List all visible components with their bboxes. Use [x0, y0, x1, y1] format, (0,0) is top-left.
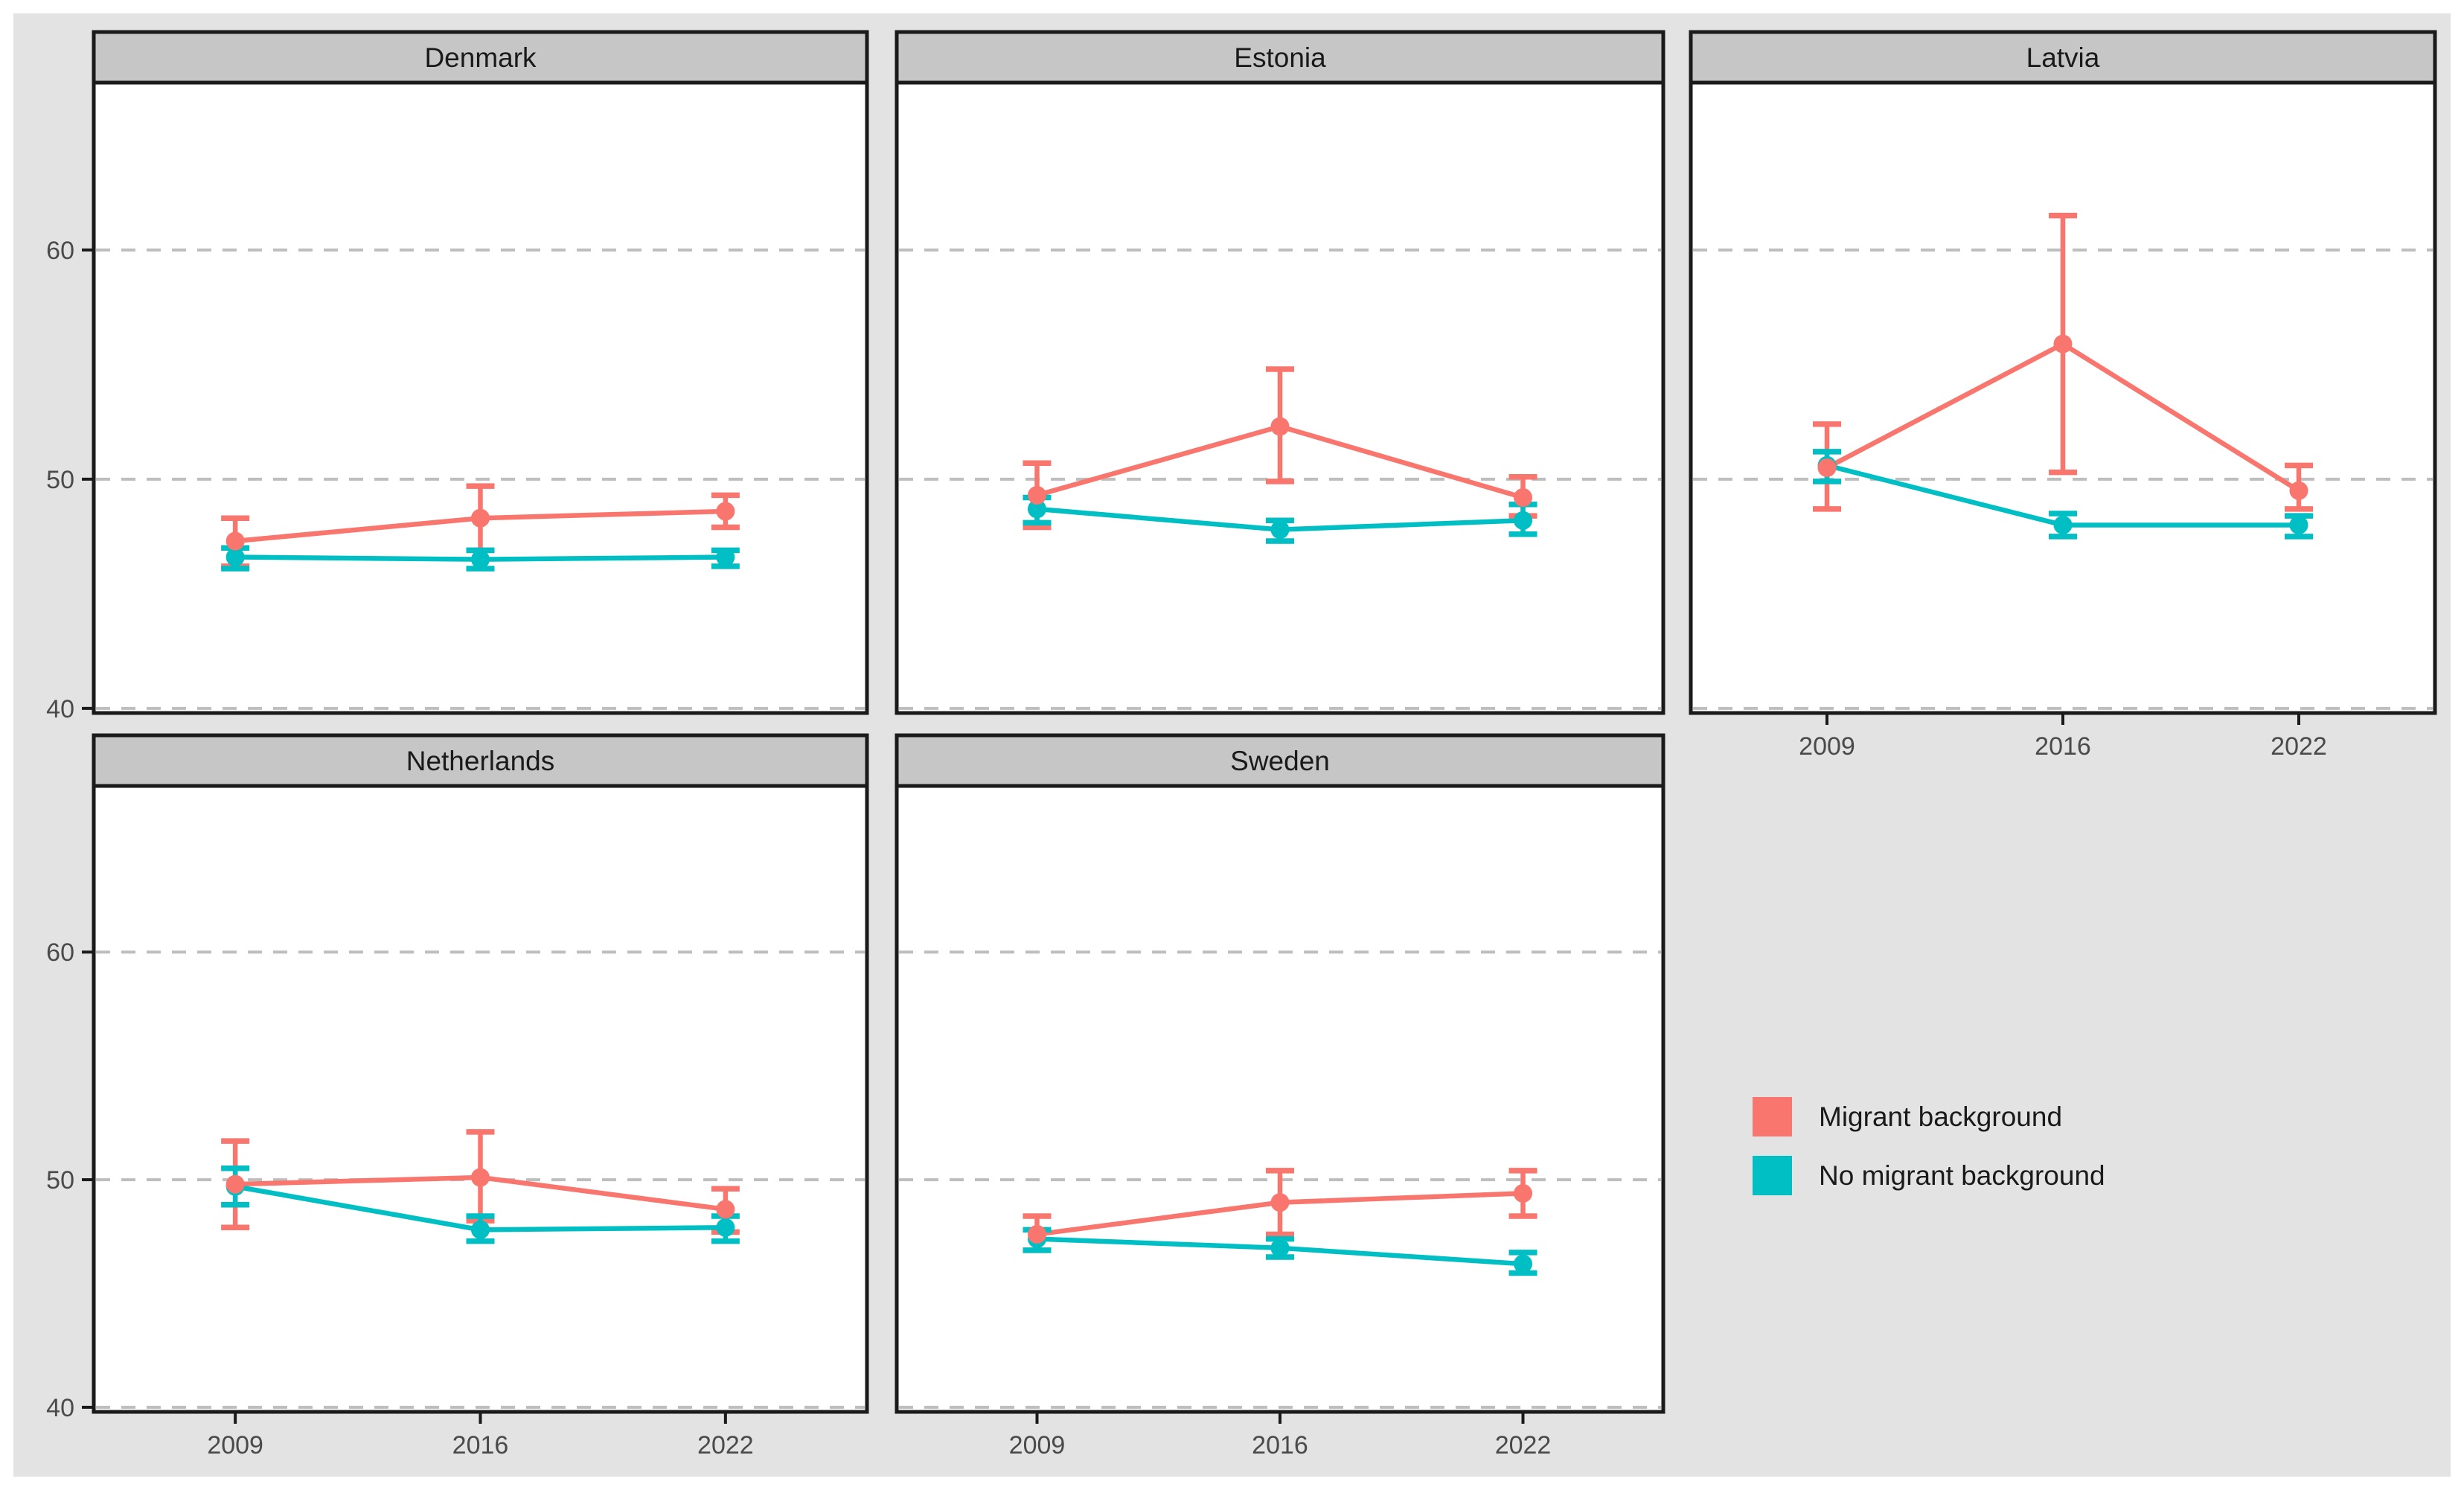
y-tick-label: 50 — [46, 466, 74, 494]
facet-estonia: Estonia — [895, 30, 1665, 715]
y-tick-label: 60 — [46, 237, 74, 265]
data-point-migrant — [471, 1168, 490, 1187]
data-point-migrant — [1027, 485, 1046, 505]
panel-netherlands — [94, 786, 867, 1412]
x-tick-label: 2009 — [1009, 1431, 1066, 1459]
facet-title-netherlands: Netherlands — [406, 746, 555, 776]
data-point-no-migrant — [1270, 520, 1290, 540]
data-point-no-migrant — [1514, 511, 1533, 530]
x-tick-label: 2009 — [207, 1431, 263, 1459]
facet-latvia: Latvia 2009 2016 2022 — [1689, 30, 2437, 761]
y-tick-label: 40 — [46, 695, 74, 723]
data-point-no-migrant — [1514, 1254, 1533, 1273]
y-tick-label: 40 — [46, 1394, 74, 1422]
data-point-migrant — [716, 502, 735, 521]
facet-strip-netherlands — [92, 733, 869, 788]
facet-strip-sweden — [895, 733, 1665, 788]
data-point-migrant — [1270, 417, 1290, 436]
x-tick-label: 2016 — [452, 1431, 509, 1459]
data-point-migrant — [2289, 481, 2308, 500]
legend: Migrant background No migrant background — [1753, 1097, 2105, 1215]
data-point-migrant — [1270, 1193, 1290, 1212]
facet-sweden: Sweden 2009 2016 2022 — [895, 733, 1665, 1459]
facet-strip-denmark — [92, 30, 869, 85]
y-tick-label: 50 — [46, 1166, 74, 1195]
x-tick-label: 2016 — [2035, 732, 2091, 761]
data-point-no-migrant — [716, 548, 735, 567]
y-tick-label: 60 — [46, 939, 74, 967]
panel-denmark — [94, 83, 867, 713]
data-point-migrant — [471, 508, 490, 528]
data-point-migrant — [2053, 334, 2073, 354]
data-point-migrant — [1027, 1224, 1046, 1244]
panel-sweden — [897, 786, 1663, 1412]
data-point-no-migrant — [2289, 515, 2308, 534]
x-tick-label: 2022 — [697, 1431, 754, 1459]
data-point-migrant — [1514, 1183, 1533, 1203]
data-point-no-migrant — [471, 550, 490, 569]
data-point-migrant — [225, 531, 245, 551]
facet-title-denmark: Denmark — [424, 42, 537, 73]
data-point-migrant — [225, 1174, 245, 1194]
facet-title-sweden: Sweden — [1230, 746, 1330, 776]
facet-title-estonia: Estonia — [1234, 42, 1326, 73]
x-tick-label: 2009 — [1799, 732, 1855, 761]
legend-label: No migrant background — [1819, 1160, 2105, 1191]
legend-swatch-no-migrant — [1753, 1156, 1792, 1195]
facet-title-latvia: Latvia — [2026, 42, 2100, 73]
data-point-no-migrant — [1270, 1238, 1290, 1258]
x-tick-label: 2022 — [2271, 732, 2327, 761]
panel-border — [895, 80, 1665, 715]
facet-netherlands: Netherlands 40 50 60 2009 2016 2022 — [46, 733, 869, 1459]
data-point-no-migrant — [716, 1218, 735, 1237]
facet-strip-latvia — [1689, 30, 2437, 85]
x-tick-label: 2016 — [1252, 1431, 1308, 1459]
data-point-no-migrant — [1027, 499, 1046, 519]
data-point-no-migrant — [225, 548, 245, 567]
x-tick-label: 2022 — [1495, 1431, 1552, 1459]
data-point-no-migrant — [2053, 515, 2073, 534]
facet-denmark: Denmark 40 50 60 — [46, 30, 869, 723]
legend-swatch-migrant — [1753, 1097, 1792, 1136]
data-point-migrant — [716, 1200, 735, 1219]
data-point-migrant — [1514, 487, 1533, 507]
legend-row: No migrant background — [1753, 1156, 2105, 1195]
legend-label: Migrant background — [1819, 1101, 2063, 1132]
panel-border — [92, 80, 869, 715]
legend-row: Migrant background — [1753, 1097, 2105, 1136]
data-point-migrant — [1817, 458, 1837, 477]
data-point-no-migrant — [471, 1220, 490, 1239]
